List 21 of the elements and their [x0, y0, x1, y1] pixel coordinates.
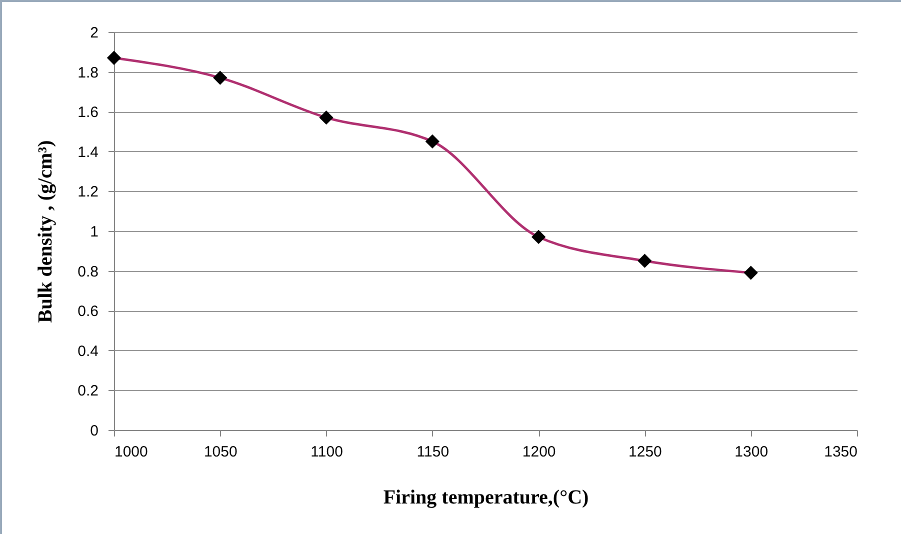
x-axis-title: Firing temperature,(°C) [383, 486, 589, 508]
y-tick-label: 0.4 [78, 342, 98, 360]
x-tick-label: 1150 [416, 444, 450, 460]
y-tick-label: 2 [90, 24, 98, 42]
x-tick-label: 1000 [114, 444, 148, 460]
y-tick-label: 1 [90, 224, 98, 240]
y-axis-title: Bulk density , (g/cm³) [34, 140, 57, 323]
y-tick-label: 1.6 [78, 104, 98, 122]
y-tick-label: 1.8 [78, 64, 98, 82]
x-tick-label: 1100 [310, 444, 343, 460]
x-tick-label: 1300 [734, 444, 768, 460]
y-tick-label: 1.2 [78, 184, 98, 201]
y-tick-label: 0.8 [78, 263, 98, 280]
y-tick-label: 0.6 [78, 303, 98, 320]
x-tick-label: 1250 [628, 444, 662, 460]
x-tick-label: 1350 [824, 444, 858, 460]
x-tick-label: 1200 [522, 444, 556, 460]
y-tick-label: 1.4 [78, 144, 98, 161]
y-tick-label: 0 [90, 422, 98, 440]
y-tick-label: 0.2 [78, 382, 98, 400]
x-tick-label: 1050 [204, 444, 238, 460]
